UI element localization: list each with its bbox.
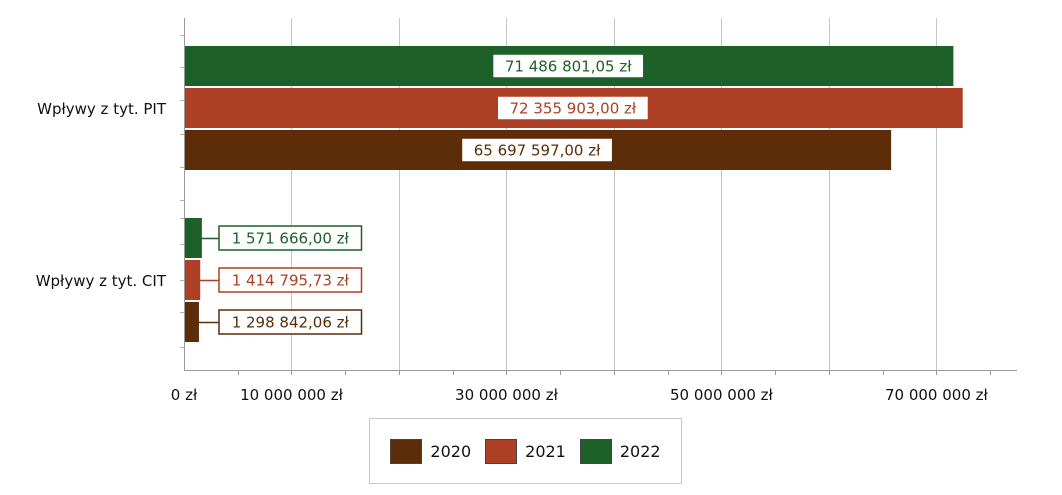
category-label: Wpływy z tyt. CIT	[36, 272, 167, 290]
category-label: Wpływy z tyt. PIT	[37, 100, 167, 118]
data-label: 1 571 666,00 zł	[232, 230, 350, 248]
x-tick-label: 0 zł	[171, 386, 198, 404]
data-label-box	[496, 95, 650, 121]
x-tick-label: 10 000 000 zł	[240, 386, 344, 404]
chart-legend: 2020 2021 2022	[369, 418, 682, 484]
data-label: 1 298 842,06 zł	[232, 314, 350, 332]
legend-swatch-2022	[579, 438, 612, 464]
bar	[185, 260, 201, 300]
data-label: 72 355 903,00 zł	[510, 100, 637, 118]
legend-swatch-2021	[485, 438, 518, 464]
data-label: 1 414 795,73 zł	[232, 272, 350, 290]
data-label-box	[460, 137, 614, 163]
legend-label-2022: 2022	[619, 441, 661, 461]
legend-label-2020: 2020	[430, 441, 472, 461]
legend-swatch-2020	[390, 438, 423, 464]
x-tick-label: 50 000 000 zł	[670, 386, 774, 404]
data-label-box	[491, 53, 645, 79]
data-label-box	[218, 267, 363, 293]
legend-item-2020: 2020	[390, 438, 472, 464]
data-label: 71 486 801,05 zł	[505, 58, 632, 76]
legend-item-2021: 2021	[485, 438, 566, 464]
data-label-box	[218, 309, 363, 335]
data-label-box	[218, 225, 363, 251]
legend-label-2021: 2021	[525, 441, 566, 461]
legend-item-2022: 2022	[579, 438, 661, 464]
bar	[185, 218, 202, 258]
data-label: 65 697 597,00 zł	[474, 142, 601, 160]
x-tick-label: 30 000 000 zł	[455, 386, 559, 404]
x-tick-label: 70 000 000 zł	[885, 386, 989, 404]
bar	[185, 302, 199, 342]
